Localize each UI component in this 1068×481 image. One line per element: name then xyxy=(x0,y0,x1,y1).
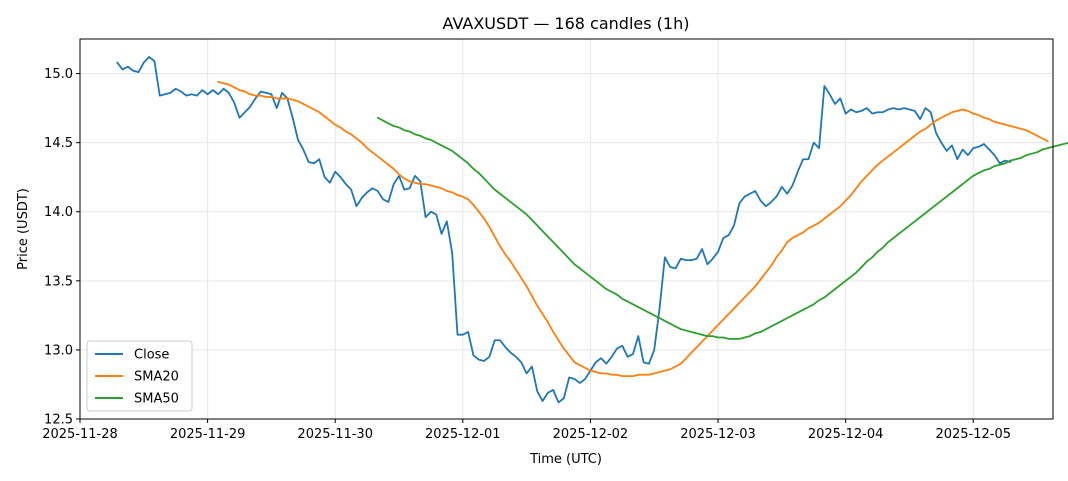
series-line-sma20 xyxy=(217,80,1049,378)
y-tick-label: 13.5 xyxy=(44,274,73,289)
x-tick-label: 2025-12-01 xyxy=(425,427,501,442)
y-tick-label: 13.0 xyxy=(44,343,73,358)
plot-frame xyxy=(79,38,1054,420)
legend-label-close: Close xyxy=(134,348,169,363)
x-tick-label: 2025-12-03 xyxy=(680,427,756,442)
y-tick-label: 12.5 xyxy=(44,413,73,428)
legend: Close SMA20 SMA50 xyxy=(86,340,193,412)
series-line-close xyxy=(116,56,1012,404)
x-tick-label: 2025-12-02 xyxy=(553,427,629,442)
x-tick-label: 2025-12-05 xyxy=(935,427,1011,442)
legend-box xyxy=(86,340,193,412)
x-axis: 2025-11-28 2025-11-29 2025-11-30 2025-12-01… xyxy=(42,419,1011,442)
x-tick-label: 2025-12-04 xyxy=(808,427,884,442)
y-tick-label: 15.0 xyxy=(44,67,73,82)
y-axis-label: Price (USDT) xyxy=(16,188,31,270)
legend-label-sma50: SMA50 xyxy=(134,392,179,407)
x-axis-label: Time (UTC) xyxy=(529,452,602,467)
series-line-sma50 xyxy=(376,116,1068,340)
y-tick-label: 14.0 xyxy=(44,205,73,220)
x-tick-label: 2025-11-28 xyxy=(42,427,118,442)
series-layer xyxy=(116,56,1068,404)
grid xyxy=(79,39,1053,420)
x-tick-label: 2025-11-30 xyxy=(297,427,373,442)
legend-label-sma20: SMA20 xyxy=(134,370,179,385)
y-axis: 12.5 13.0 13.5 14.0 14.5 15.0 xyxy=(44,67,80,428)
x-tick-label: 2025-11-29 xyxy=(170,427,246,442)
chart-title: AVAXUSDT — 168 candles (1h) xyxy=(443,14,690,33)
y-tick-label: 14.5 xyxy=(44,136,73,151)
